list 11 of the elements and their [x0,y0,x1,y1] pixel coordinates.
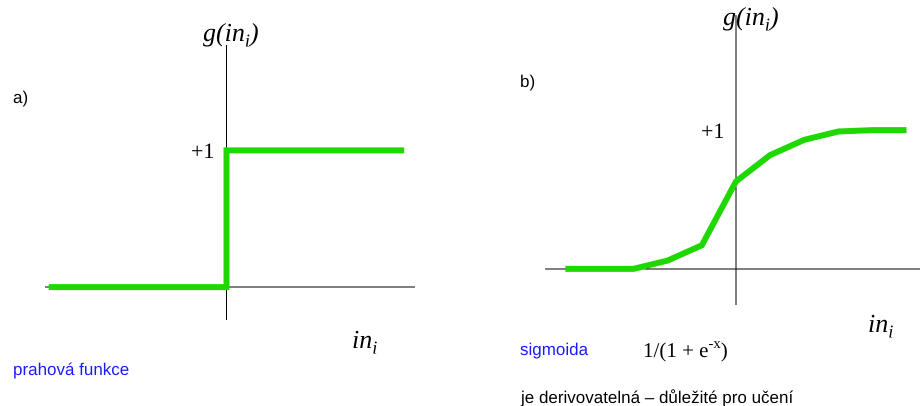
text: prahová funkce [13,360,130,379]
x-axis-title: in$_{i}$ [352,325,378,358]
y-axis-title: g(in$_{i}$) [203,18,259,50]
y-axis-title: g(in$_{i}$) [723,2,779,34]
annotation: +1 [701,118,724,143]
chart-title: a) [13,88,28,107]
annotation: +1 [191,138,214,163]
chart-title: b) [520,72,536,91]
text: sigmoida [520,340,589,359]
x-axis-title: in$_{i}$ [868,309,894,342]
text: 1/(1 + e$^{-x}$) [643,336,728,362]
